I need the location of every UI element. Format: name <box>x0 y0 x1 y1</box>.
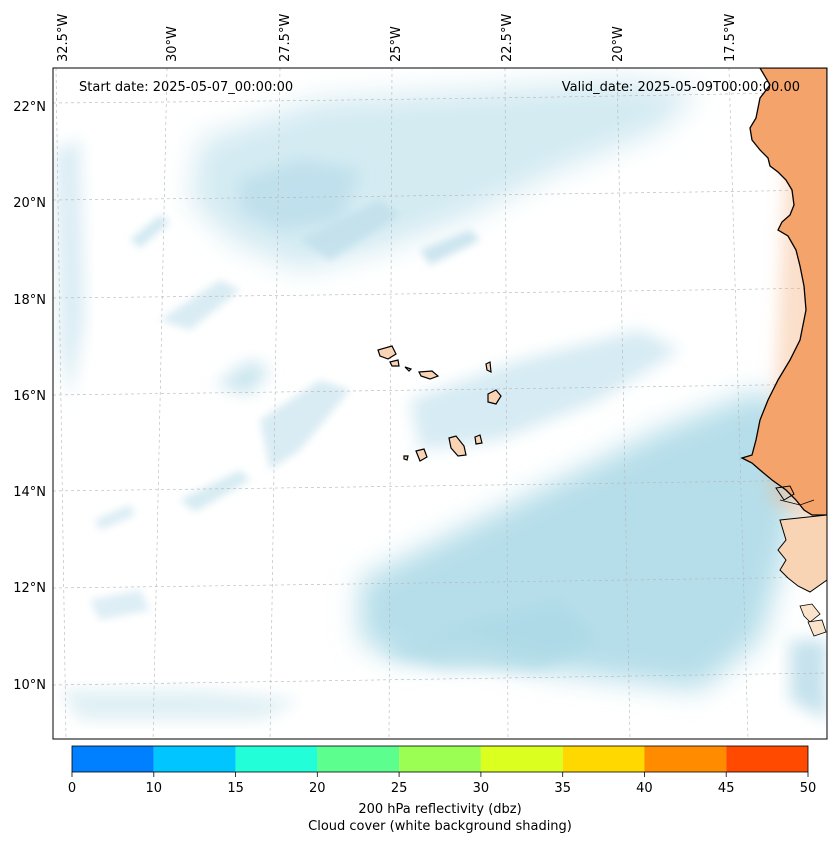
cloud-streak-5 <box>420 230 480 265</box>
island-sao-nicolau <box>418 370 440 380</box>
colorbar-tick-label: 15 <box>227 781 244 796</box>
colorbar-segment <box>726 746 808 772</box>
gambia-river <box>775 485 795 501</box>
latitude-labels: 22°N 20°N 18°N 16°N 14°N 12°N 10°N <box>13 100 46 693</box>
parallel-16n <box>53 383 827 396</box>
parallel-20n <box>53 189 827 201</box>
island-santiago <box>448 435 467 457</box>
cloud-streak-4 <box>300 200 400 260</box>
colorbar-tick-marks <box>71 772 809 777</box>
lat-label: 10°N <box>13 678 46 693</box>
meridian-30w <box>152 68 168 739</box>
africa-coastline <box>740 68 827 516</box>
colorbar-tick-label: 0 <box>68 781 76 796</box>
island-brava <box>403 455 409 461</box>
parallel-10n <box>53 672 827 686</box>
bijagos-island-2 <box>807 619 827 637</box>
lat-label: 18°N <box>13 293 46 308</box>
lon-label: 17.5°W <box>723 14 738 62</box>
africa-mainland <box>740 68 827 637</box>
colorbar-tick-label: 10 <box>146 781 163 796</box>
guinea-bissau-region <box>777 514 827 593</box>
cloud-band-south <box>360 390 800 690</box>
colorbar-segment <box>644 746 727 772</box>
colorbar-subtitle: Cloud cover (white background shading) <box>308 819 572 834</box>
lon-label: 30°W <box>165 26 180 62</box>
lon-label: 22.5°W <box>500 14 515 62</box>
cloud-band-west <box>55 140 85 400</box>
lat-label: 22°N <box>13 100 46 115</box>
meridian-22-5w <box>504 68 509 739</box>
lat-label: 16°N <box>13 389 46 404</box>
meridian-20w <box>616 68 631 739</box>
meridian-17-5w <box>728 68 749 739</box>
colorbar: 0 10 15 20 25 30 35 40 45 50 200 hPa ref… <box>68 745 817 834</box>
colorbar-tick-label: 50 <box>800 781 817 796</box>
island-santo-antao <box>377 345 397 360</box>
map-frame <box>52 67 828 740</box>
colorbar-tick-label: 35 <box>554 781 571 796</box>
cloud-patch-southeast <box>790 640 827 720</box>
cloud-patch-north-dark <box>240 160 360 230</box>
graticule <box>53 68 827 739</box>
lon-label: 25°W <box>389 26 404 62</box>
lon-label: 20°W <box>611 26 626 62</box>
cloud-streak-2 <box>160 280 240 330</box>
cloud-cover-shading <box>55 80 827 720</box>
longitude-labels: 32.5°W 30°W 27.5°W 25°W 22.5°W 20°W 17.5… <box>56 14 738 62</box>
colorbar-tick-label: 40 <box>636 781 653 796</box>
island-sal <box>485 361 492 374</box>
colorbar-tick-label: 45 <box>718 781 735 796</box>
valid-date-label: Valid_date: 2025-05-09T00:00:00.00 <box>562 80 800 95</box>
cape-verde-islands <box>377 345 502 462</box>
cloud-streak-3 <box>90 590 150 620</box>
island-boa-vista <box>487 389 502 405</box>
cloud-streak-8 <box>95 505 135 530</box>
colorbar-segment <box>72 746 154 772</box>
parallel-12n <box>53 576 827 589</box>
lat-label: 14°N <box>13 485 46 500</box>
parallel-18n <box>53 287 827 299</box>
meridian-25w <box>388 68 393 739</box>
colorbar-segment <box>399 746 481 772</box>
island-santa-luzia <box>404 366 413 372</box>
colorbar-tick-label: 20 <box>309 781 326 796</box>
colorbar-segment <box>235 746 318 772</box>
cloud-streak-7 <box>180 470 250 512</box>
island-fogo <box>415 448 428 462</box>
colorbar-tick-label: 25 <box>391 781 408 796</box>
coast-inlet <box>779 499 815 506</box>
colorbar-tick-label: 30 <box>473 781 490 796</box>
parallel-14n <box>53 479 827 492</box>
cloud-streak-6 <box>130 215 170 248</box>
start-date-label: Start date: 2025-05-07_00:00:00 <box>79 80 293 95</box>
lon-label: 32.5°W <box>56 14 71 62</box>
parallel-22n <box>53 91 827 104</box>
cloud-band-southwest <box>60 690 300 720</box>
lon-label: 27.5°W <box>278 14 293 62</box>
cloud-band-central <box>410 330 680 450</box>
island-maio <box>474 434 483 445</box>
cloud-streak-1 <box>260 380 350 470</box>
lat-label: 12°N <box>13 581 46 596</box>
cloud-patch-west <box>215 360 270 395</box>
colorbar-frame <box>71 745 809 773</box>
colorbar-segment <box>562 746 645 772</box>
colorbar-segment <box>153 746 236 772</box>
colorbar-title: 200 hPa reflectivity (dbz) <box>358 802 521 817</box>
meridian-32-5w <box>55 68 67 739</box>
meridian-27-5w <box>269 68 281 739</box>
colorbar-segment <box>480 746 563 772</box>
lat-label: 20°N <box>13 196 46 211</box>
cloud-band-south-lower <box>380 600 600 670</box>
bijagos-island-1 <box>799 603 821 623</box>
map-content: Start date: 2025-05-07_00:00:00 Valid_da… <box>53 68 827 739</box>
island-sao-vicente <box>389 359 400 367</box>
colorbar-segment <box>317 746 400 772</box>
